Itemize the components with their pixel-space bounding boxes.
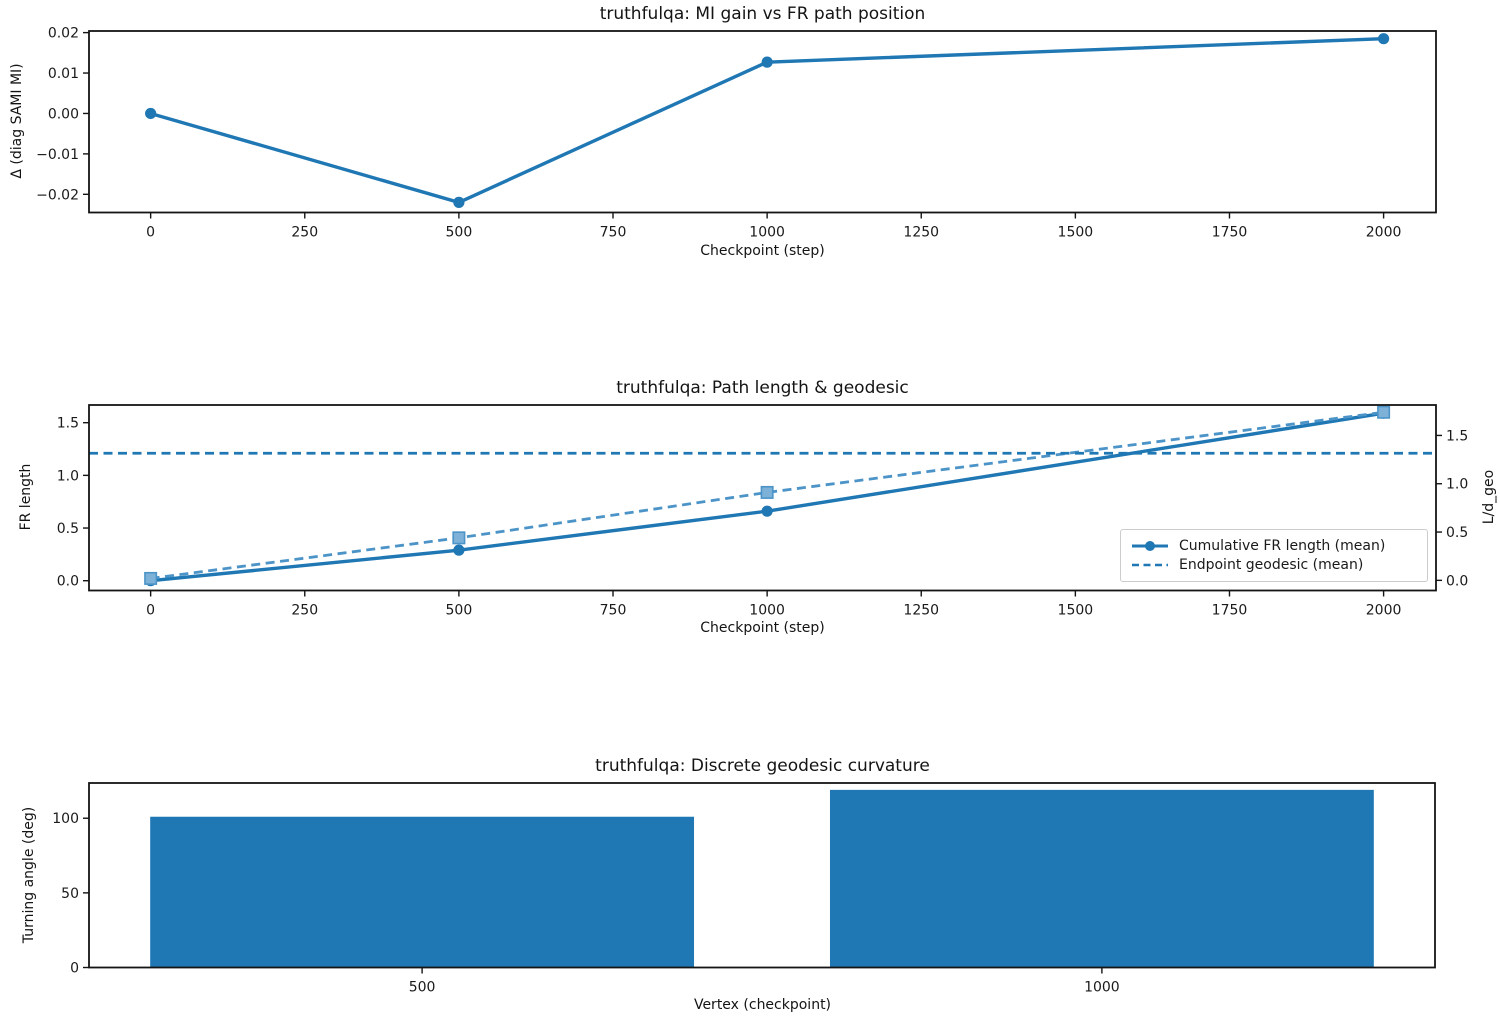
x-tick-label: 0 xyxy=(146,603,155,619)
x-tick-label: 2000 xyxy=(1366,603,1402,619)
marker-circle xyxy=(761,56,773,68)
x-tick-label: 1000 xyxy=(1084,980,1120,996)
x-tick-label: 1500 xyxy=(1058,603,1094,619)
solid-line-circle-marker-icon xyxy=(1132,541,1168,551)
x-tick-label: 1000 xyxy=(749,603,785,619)
marker-square xyxy=(452,531,466,545)
bar xyxy=(150,816,695,968)
marker-circle xyxy=(453,544,465,556)
chart2-title: truthfulqa: Path length & geodesic xyxy=(616,378,909,398)
x-tick-label: 1750 xyxy=(1212,603,1248,619)
legend-item-endpoint-geodesic: Endpoint geodesic (mean) xyxy=(1131,557,1417,573)
marker-circle xyxy=(453,196,465,208)
x-tick-label: 500 xyxy=(409,980,436,996)
legend: Cumulative FR length (mean) Endpoint geo… xyxy=(1120,529,1428,582)
y-tick-label: 1.5 xyxy=(57,416,79,432)
dashed-line-icon xyxy=(1132,563,1168,567)
x-tick-label: 1750 xyxy=(1212,225,1248,241)
y-tick-label: 0.02 xyxy=(48,26,79,42)
y-tick-label: 100 xyxy=(52,811,79,827)
y-tick-right-label: 1.0 xyxy=(1446,477,1468,493)
x-tick-label: 1250 xyxy=(903,225,939,241)
x-tick-label: 1500 xyxy=(1058,225,1094,241)
x-tick-label: 500 xyxy=(446,225,473,241)
legend-label: Cumulative FR length (mean) xyxy=(1179,538,1386,554)
plot-frame xyxy=(88,404,1437,592)
y-tick-label: −0.02 xyxy=(36,187,79,203)
y-tick-label: 0 xyxy=(70,961,79,977)
chart2-right-y-axis-label-text: L/d_geo xyxy=(1481,469,1497,525)
chart3-y-axis-label-text: Turning angle (deg) xyxy=(21,806,37,944)
plot-frame xyxy=(88,30,1437,214)
chart3-x-axis-label: Vertex (checkpoint) xyxy=(693,997,832,1013)
x-tick-label: 500 xyxy=(446,603,473,619)
x-tick-label: 2000 xyxy=(1366,225,1402,241)
chart1-x-axis-label: Checkpoint (step) xyxy=(700,243,825,259)
marker-circle xyxy=(145,107,157,120)
marker-circle xyxy=(761,505,773,517)
x-tick-label: 1250 xyxy=(903,603,939,619)
y-tick-label: 50 xyxy=(61,886,79,902)
y-tick-label: 0.0 xyxy=(57,574,79,590)
chart2-x-axis-label: Checkpoint (step) xyxy=(700,620,825,636)
chart2-left-y-axis-label-text: FR length xyxy=(18,463,34,531)
y-tick-label: 0.01 xyxy=(48,66,79,82)
series-line xyxy=(150,36,1384,205)
legend-item-cumulative-fr-length: Cumulative FR length (mean) xyxy=(1131,538,1417,554)
legend-label: Endpoint geodesic (mean) xyxy=(1179,557,1364,573)
series-line xyxy=(150,411,1384,583)
y-tick-label: 1.0 xyxy=(57,468,79,484)
chart3-title: truthfulqa: Discrete geodesic curvature xyxy=(595,756,930,776)
y-tick-label: −0.01 xyxy=(36,147,79,163)
x-tick-label: 0 xyxy=(146,225,155,241)
chart1-title: truthfulqa: MI gain vs FR path position xyxy=(599,4,926,24)
marker-square xyxy=(760,485,774,499)
marker-square xyxy=(144,571,158,585)
marker-circle xyxy=(1377,33,1390,45)
y-tick-right-label: 1.5 xyxy=(1446,428,1468,444)
x-tick-label: 750 xyxy=(600,603,627,619)
y-tick-right-label: 0.0 xyxy=(1446,573,1468,589)
y-tick-label: 0.00 xyxy=(48,106,79,122)
x-tick-label: 1000 xyxy=(749,225,785,241)
x-tick-label: 250 xyxy=(291,225,318,241)
chart1-y-axis-label-text: Δ (diag SAMI MI) xyxy=(9,63,25,179)
marker-square xyxy=(1377,405,1391,419)
x-tick-label: 250 xyxy=(291,603,318,619)
bar xyxy=(829,789,1374,968)
y-tick-right-label: 0.5 xyxy=(1446,525,1468,541)
x-tick-label: 750 xyxy=(600,225,627,241)
plot-frame xyxy=(88,782,1436,969)
y-tick-label: 0.5 xyxy=(57,521,79,537)
